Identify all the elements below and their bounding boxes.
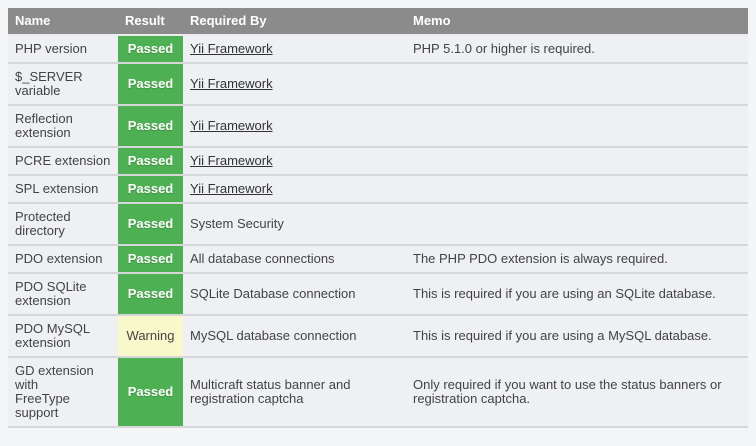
required-by: MySQL database connection — [183, 316, 406, 358]
column-header-name: Name — [8, 8, 118, 36]
memo-text — [406, 148, 748, 176]
memo-text — [406, 204, 748, 246]
result-badge: Passed — [118, 274, 183, 316]
result-badge: Passed — [118, 36, 183, 64]
requirement-name: PHP version — [8, 36, 118, 64]
result-badge: Passed — [118, 176, 183, 204]
result-badge: Passed — [118, 204, 183, 246]
table-row: SPL extension Passed Yii Framework — [8, 176, 748, 204]
required-by: SQLite Database connection — [183, 274, 406, 316]
table-row: PDO SQLite extension Passed SQLite Datab… — [8, 274, 748, 316]
result-badge: Passed — [118, 358, 183, 428]
memo-text — [406, 64, 748, 106]
required-by: Yii Framework — [183, 148, 406, 176]
requirement-name: PDO SQLite extension — [8, 274, 118, 316]
table-row: PHP version Passed Yii Framework PHP 5.1… — [8, 36, 748, 64]
requirement-name: PDO extension — [8, 246, 118, 274]
required-by-link[interactable]: Yii Framework — [190, 118, 273, 133]
table-body: PHP version Passed Yii Framework PHP 5.1… — [8, 36, 748, 428]
memo-text — [406, 106, 748, 148]
result-badge: Passed — [118, 64, 183, 106]
required-by-link[interactable]: Yii Framework — [190, 181, 273, 196]
required-by-link[interactable]: Yii Framework — [190, 76, 273, 91]
memo-text: PHP 5.1.0 or higher is required. — [406, 36, 748, 64]
result-badge: Passed — [118, 148, 183, 176]
requirement-name: Protected directory — [8, 204, 118, 246]
required-by-link[interactable]: Yii Framework — [190, 153, 273, 168]
result-badge: Passed — [118, 246, 183, 274]
header-row: Name Result Required By Memo — [8, 8, 748, 36]
column-header-required-by: Required By — [183, 8, 406, 36]
required-by-link[interactable]: Yii Framework — [190, 41, 273, 56]
requirement-name: PCRE extension — [8, 148, 118, 176]
requirement-name: GD extension with FreeType support — [8, 358, 118, 428]
required-by: Yii Framework — [183, 36, 406, 64]
requirement-name: $_SERVER variable — [8, 64, 118, 106]
page: Name Result Required By Memo PHP version… — [8, 8, 748, 428]
table-row: PDO MySQL extension Warning MySQL databa… — [8, 316, 748, 358]
requirements-table: Name Result Required By Memo PHP version… — [8, 8, 748, 428]
requirement-name: Reflection extension — [8, 106, 118, 148]
required-by: Multicraft status banner and registratio… — [183, 358, 406, 428]
table-row: Reflection extension Passed Yii Framewor… — [8, 106, 748, 148]
memo-text: The PHP PDO extension is always required… — [406, 246, 748, 274]
memo-text: This is required if you are using an SQL… — [406, 274, 748, 316]
table-row: Protected directory Passed System Securi… — [8, 204, 748, 246]
column-header-result: Result — [118, 8, 183, 36]
result-badge: Passed — [118, 106, 183, 148]
requirement-name: SPL extension — [8, 176, 118, 204]
table-row: PCRE extension Passed Yii Framework — [8, 148, 748, 176]
result-badge: Warning — [118, 316, 183, 358]
required-by: Yii Framework — [183, 64, 406, 106]
required-by: System Security — [183, 204, 406, 246]
table-row: PDO extension Passed All database connec… — [8, 246, 748, 274]
required-by: All database connections — [183, 246, 406, 274]
required-by: Yii Framework — [183, 176, 406, 204]
table-row: $_SERVER variable Passed Yii Framework — [8, 64, 748, 106]
memo-text — [406, 176, 748, 204]
memo-text: This is required if you are using a MySQ… — [406, 316, 748, 358]
column-header-memo: Memo — [406, 8, 748, 36]
requirement-name: PDO MySQL extension — [8, 316, 118, 358]
table-row: GD extension with FreeType support Passe… — [8, 358, 748, 428]
table-header: Name Result Required By Memo — [8, 8, 748, 36]
required-by: Yii Framework — [183, 106, 406, 148]
memo-text: Only required if you want to use the sta… — [406, 358, 748, 428]
